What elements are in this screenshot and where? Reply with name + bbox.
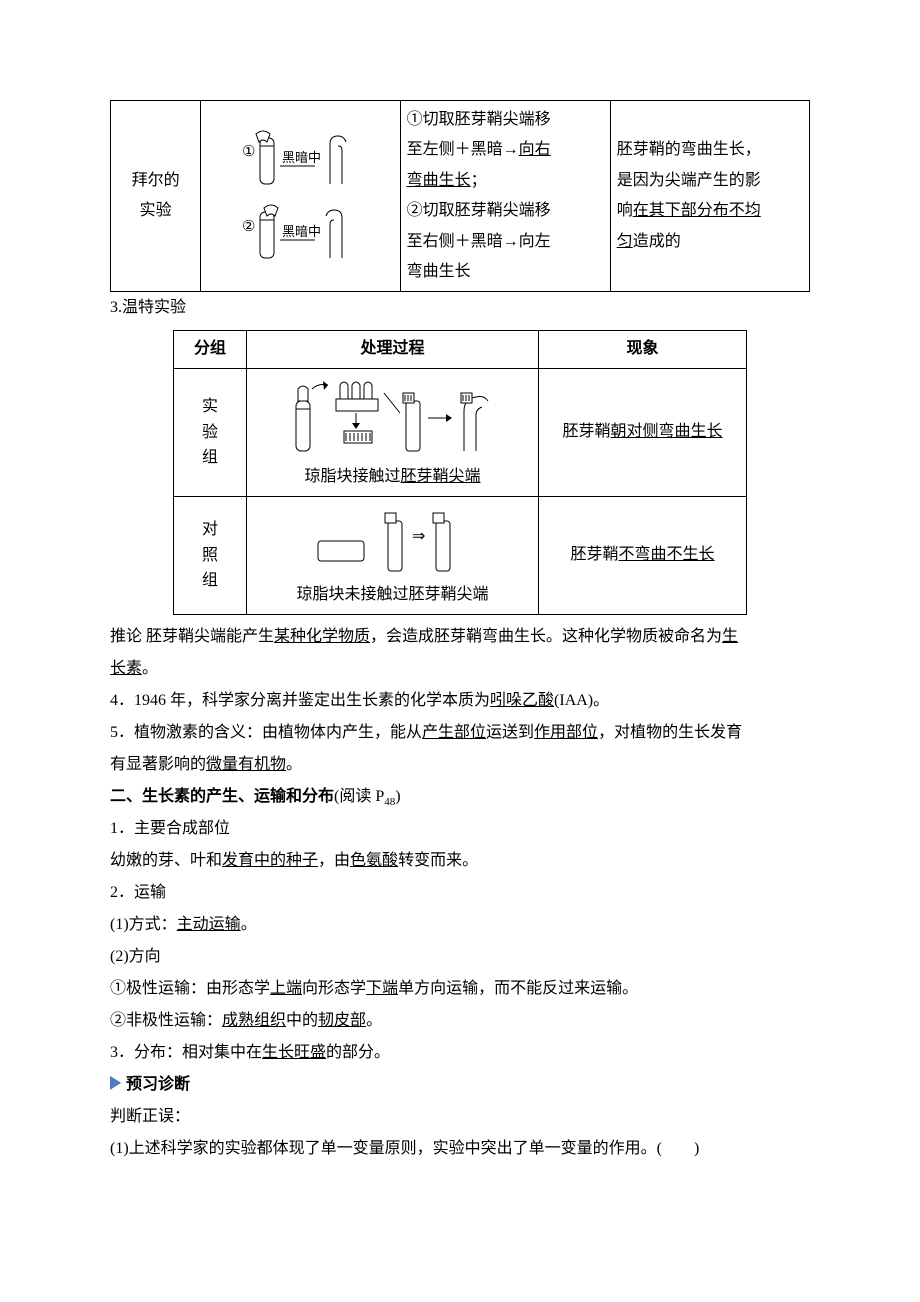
s2-2-2-b: ②非极性运输：成熟组织中的韧皮部。 (110, 1005, 810, 1037)
table1-label: 拜尔的实验 (111, 101, 201, 292)
baier-diagram: ① 黑暗中 ② 黑暗中 (220, 116, 380, 276)
heading-went: 3.温特实验 (110, 292, 810, 324)
s2-2-2-a: ①极性运输：由形态学上端向形态学下端单方向运输，而不能反过来运输。 (110, 973, 810, 1005)
diagnose-q1: (1)上述科学家的实验都体现了单一变量原则，实验中突出了单一变量的作用。( ) (110, 1133, 810, 1165)
item-5: 5．植物激素的含义：由植物体内产生，能从产生部位运送到作用部位，对植物的生长发育… (110, 717, 810, 781)
s2-1-line: 幼嫩的芽、叶和发育中的种子，由色氨酸转变而来。 (110, 845, 810, 877)
t2-r2-process: ⇒ 琼脂块未接触过胚芽鞘尖端 (247, 496, 539, 614)
t2-h-group: 分组 (174, 331, 247, 369)
s2-2-1: (1)方式：主动运输。 (110, 909, 810, 941)
s2-2-2: (2)方向 (110, 941, 810, 973)
s2-3: 3．分布：相对集中在生长旺盛的部分。 (110, 1037, 810, 1069)
diagnose-heading: 预习诊断 (110, 1069, 810, 1101)
svg-text:黑暗中: 黑暗中 (282, 150, 321, 165)
t2-h-phenomenon: 现象 (539, 331, 747, 369)
svg-text:⇒: ⇒ (412, 528, 425, 545)
t2-h-process: 处理过程 (247, 331, 539, 369)
went-conclusion: 推论 胚芽鞘尖端能产生某种化学物质，会造成胚芽鞘弯曲生长。这种化学物质被命名为生… (110, 621, 810, 685)
t2-r1-process: 琼脂块接触过胚芽鞘尖端 (247, 369, 539, 497)
diagnose-lead: 判断正误： (110, 1101, 810, 1133)
svg-text:①: ① (242, 144, 255, 160)
t2-r1-phen: 胚芽鞘朝对侧弯曲生长 (539, 369, 747, 497)
table1-diagram-cell: ① 黑暗中 ② 黑暗中 (201, 101, 400, 292)
t2-r2-phen: 胚芽鞘不弯曲不生长 (539, 496, 747, 614)
s2-1-heading: 1．主要合成部位 (110, 813, 810, 845)
t2-r2-caption: 琼脂块未接触过胚芽鞘尖端 (253, 581, 532, 610)
svg-text:②: ② (242, 219, 255, 235)
t2-r1-caption: 琼脂块接触过胚芽鞘尖端 (253, 463, 532, 492)
went-control-diagram: ⇒ (278, 501, 508, 581)
arrow-right-icon (110, 1076, 124, 1090)
s2-2-heading: 2．运输 (110, 877, 810, 909)
table1-process: ①切取胚芽鞘尖端移 至左侧＋黑暗→向右 弯曲生长； ②切取胚芽鞘尖端移 至右侧＋… (400, 101, 610, 292)
item-4: 4．1946 年，科学家分离并鉴定出生长素的化学本质为吲哚乙酸(IAA)。 (110, 685, 810, 717)
t2-r1-group: 实验组 (174, 369, 247, 497)
t1-label-l1: 拜尔的实验 (132, 172, 180, 219)
table1-conclusion: 胚芽鞘的弯曲生长， 是因为尖端产生的影 响在其下部分布不均 匀造成的 (610, 101, 809, 292)
table-baier-experiment: 拜尔的实验 ① 黑暗中 ② (110, 100, 810, 292)
table-went-experiment: 分组 处理过程 现象 实验组 (173, 330, 747, 614)
t2-r2-group: 对照组 (174, 496, 247, 614)
section-2-title: 二、生长素的产生、运输和分布(阅读 P48) (110, 781, 810, 813)
went-exp-diagram (278, 373, 508, 463)
svg-text:黑暗中: 黑暗中 (282, 224, 321, 239)
